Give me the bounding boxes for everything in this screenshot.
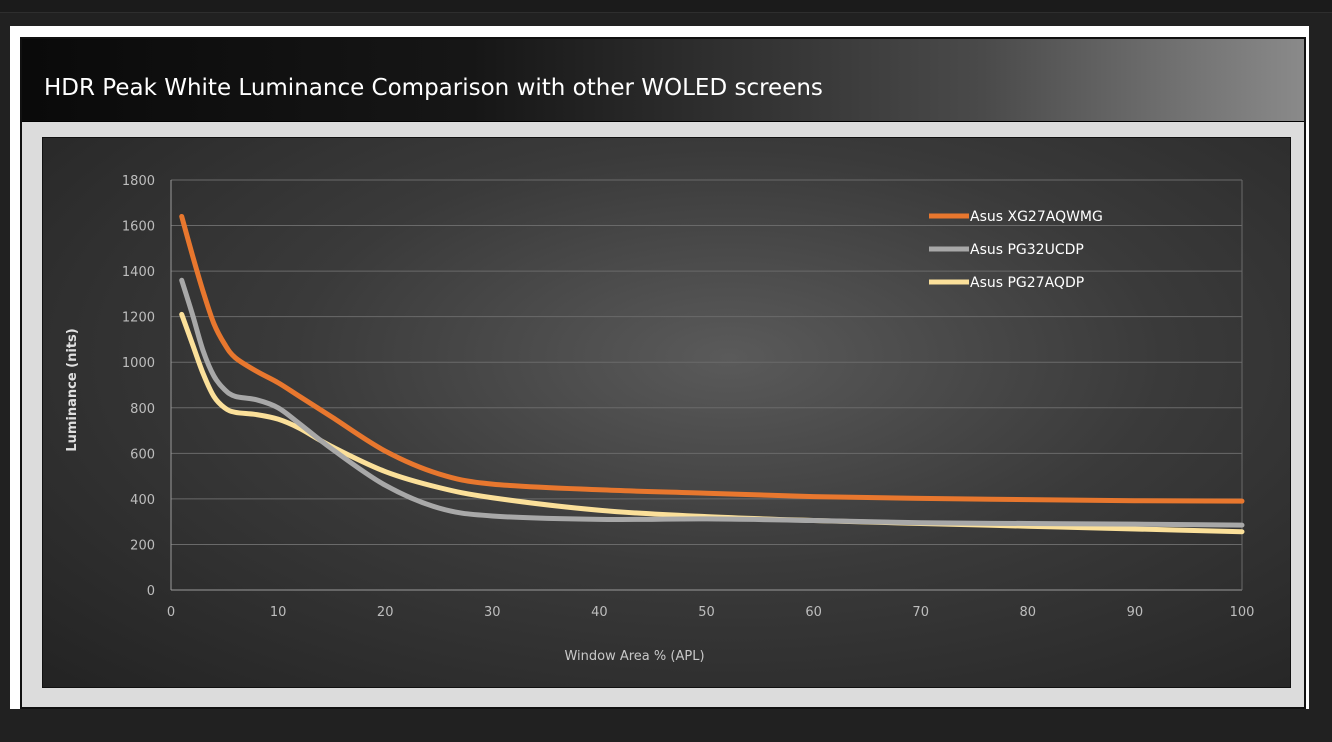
y-tick-label: 200	[130, 538, 155, 553]
legend-label-2: Asus PG32UCDP	[970, 242, 1084, 258]
y-axis-label: Luminance (nits)	[65, 328, 80, 451]
x-tick-label: 80	[1020, 605, 1037, 620]
x-tick-label: 40	[591, 605, 608, 620]
y-tick-label: 400	[130, 493, 155, 508]
x-axis-label: Window Area % (APL)	[564, 649, 704, 664]
title-bar: HDR Peak White Luminance Comparison with…	[22, 39, 1304, 122]
x-tick-label: 70	[912, 605, 929, 620]
y-tick-label: 600	[130, 447, 155, 462]
bottom-background	[0, 709, 1332, 742]
x-tick-label: 20	[377, 605, 394, 620]
y-tick-label: 1400	[122, 265, 155, 280]
y-tick-label: 800	[130, 402, 155, 417]
y-tick-label: 1800	[122, 174, 155, 189]
x-tick-label: 30	[484, 605, 501, 620]
x-tick-label: 10	[270, 605, 287, 620]
legend-label-3: Asus PG27AQDP	[970, 275, 1084, 291]
legend-label-1: Asus XG27AQWMG	[970, 209, 1103, 225]
x-tick-label: 0	[167, 605, 175, 620]
y-tick-label: 1200	[122, 311, 155, 326]
x-tick-label: 100	[1230, 605, 1255, 620]
y-tick-label: 0	[147, 584, 155, 599]
y-tick-label: 1600	[122, 220, 155, 235]
top-strip	[0, 0, 1332, 13]
x-tick-label: 50	[698, 605, 715, 620]
x-tick-label: 90	[1127, 605, 1144, 620]
chart-title: HDR Peak White Luminance Comparison with…	[44, 75, 823, 101]
series-line-1	[179, 213, 1245, 504]
y-tick-label: 1000	[122, 356, 155, 371]
series-line-2	[179, 277, 1245, 528]
plot-area-container: 0 200 400 600 800 1000 1200 1400 1600 1800 0 10 20 30…	[42, 137, 1291, 688]
chart-svg: 0 200 400 600 800 1000 1200 1400 1600 1800 0 10 20 30…	[65, 174, 1255, 664]
x-tick-label: 60	[805, 605, 822, 620]
